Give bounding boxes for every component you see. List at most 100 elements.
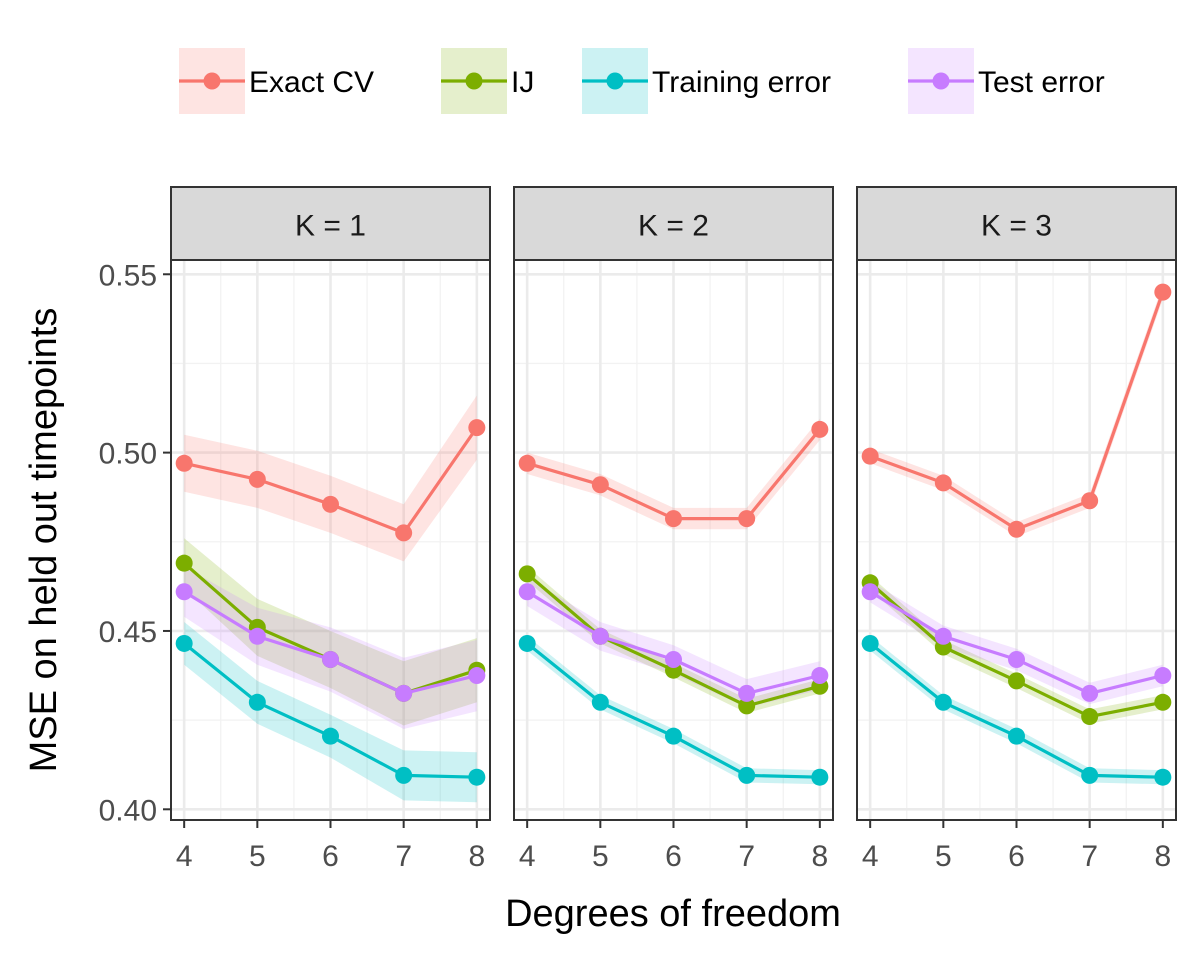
data-point-exact-cv — [665, 510, 682, 528]
data-point-exact-cv — [1008, 520, 1025, 538]
data-point-training-error — [1154, 768, 1172, 786]
x-tick-label: 8 — [468, 840, 485, 873]
ribbon-training-error — [527, 636, 820, 785]
data-point-exact-cv — [861, 447, 879, 465]
ribbon-ij — [527, 566, 820, 713]
data-point-exact-cv — [1081, 492, 1099, 510]
data-point-exact-cv — [1154, 283, 1172, 301]
data-point-test-error — [738, 684, 756, 702]
data-point-exact-cv — [468, 419, 486, 437]
x-tick-label: 5 — [935, 840, 952, 873]
data-point-training-error — [861, 634, 879, 652]
legend-item-test-error: Test error — [908, 48, 1105, 114]
data-point-ij — [1154, 693, 1172, 711]
y-tick-label: 0.50 — [99, 438, 157, 471]
data-point-test-error — [861, 583, 879, 601]
ribbon-training-error — [870, 636, 1163, 785]
legend-item-training-error: Training error — [582, 48, 831, 114]
panel-strip-label: K = 1 — [295, 210, 366, 243]
data-point-training-error — [934, 693, 952, 711]
data-point-test-error — [665, 650, 682, 668]
data-point-test-error — [591, 627, 609, 645]
ribbon-training-error — [184, 622, 477, 803]
x-tick-label: 4 — [862, 840, 879, 873]
data-point-test-error — [322, 650, 339, 668]
data-point-test-error — [175, 583, 193, 601]
y-tick-label: 0.40 — [99, 794, 157, 827]
data-point-training-error — [518, 634, 536, 652]
x-tick-label: 6 — [665, 840, 682, 873]
data-point-exact-cv — [934, 474, 952, 492]
legend-item-exact-cv: Exact CV — [179, 48, 374, 114]
x-tick-label: 5 — [592, 840, 609, 873]
data-point-training-error — [248, 693, 266, 711]
x-tick-label: 5 — [249, 840, 266, 873]
data-point-training-error — [738, 766, 756, 784]
data-point-exact-cv — [395, 524, 413, 542]
ribbon-exact-cv — [527, 418, 820, 530]
panel-k2: K = 2 4 5 6 7 8 — [513, 186, 834, 873]
data-point-test-error — [518, 583, 536, 601]
data-point-training-error — [1008, 727, 1025, 745]
data-point-ij — [518, 565, 536, 583]
x-tick-label: 6 — [1008, 840, 1025, 873]
data-point-ij — [1081, 708, 1099, 726]
legend-label-exact-cv: Exact CV — [249, 66, 374, 99]
data-point-exact-cv — [518, 454, 536, 472]
data-point-training-error — [591, 693, 609, 711]
data-point-training-error — [811, 768, 829, 786]
x-tick-label: 7 — [738, 840, 755, 873]
legend: Exact CV IJ Training error Test error — [179, 48, 1105, 114]
legend-item-ij: IJ — [441, 48, 534, 114]
data-point-exact-cv — [248, 470, 266, 488]
x-tick-label: 4 — [176, 840, 193, 873]
data-point-training-error — [322, 727, 339, 745]
x-tick-label: 4 — [519, 840, 536, 873]
data-point-test-error — [1081, 684, 1099, 702]
data-point-test-error — [468, 667, 486, 685]
legend-label-test-error: Test error — [978, 66, 1105, 99]
data-point-training-error — [665, 727, 682, 745]
data-point-exact-cv — [591, 476, 609, 494]
x-tick-label: 6 — [322, 840, 339, 873]
panel-k1: K = 1 4 5 6 7 8 — [170, 186, 491, 873]
data-point-test-error — [1008, 650, 1025, 668]
data-point-test-error — [395, 684, 413, 702]
legend-key-point — [932, 72, 950, 90]
ribbon-test-error — [870, 581, 1163, 705]
y-axis-title: MSE on held out timepoints — [23, 308, 65, 773]
x-tick-label: 7 — [395, 840, 412, 873]
ribbon-exact-cv — [184, 395, 477, 562]
data-point-training-error — [468, 768, 486, 786]
ribbon-ij — [184, 538, 477, 726]
x-tick-label: 8 — [811, 840, 828, 873]
data-point-test-error — [811, 667, 829, 685]
panel-strip-label: K = 3 — [981, 210, 1052, 243]
data-point-exact-cv — [175, 454, 193, 472]
data-point-training-error — [1081, 766, 1099, 784]
legend-key-point — [606, 72, 624, 90]
legend-key-point — [465, 72, 483, 90]
legend-label-ij: IJ — [511, 66, 534, 99]
data-point-ij — [738, 697, 756, 715]
y-axis: 0.40 0.45 0.50 0.55 — [99, 259, 171, 827]
data-point-exact-cv — [738, 510, 756, 528]
data-point-test-error — [1154, 667, 1172, 685]
y-tick-label: 0.45 — [99, 616, 157, 649]
x-axis-title: Degrees of freedom — [505, 893, 841, 935]
legend-label-training-error: Training error — [652, 66, 831, 99]
y-tick-label: 0.55 — [99, 259, 157, 292]
x-tick-label: 8 — [1154, 840, 1171, 873]
x-tick-label: 7 — [1081, 840, 1098, 873]
data-point-training-error — [175, 634, 193, 652]
data-point-test-error — [934, 627, 952, 645]
legend-key-point — [203, 72, 221, 90]
panel-k3: K = 3 4 5 6 7 8 — [856, 186, 1177, 873]
data-point-exact-cv — [322, 495, 339, 513]
data-point-test-error — [248, 627, 266, 645]
data-point-ij — [1008, 672, 1025, 690]
data-point-ij — [175, 554, 193, 572]
data-point-exact-cv — [811, 420, 829, 438]
